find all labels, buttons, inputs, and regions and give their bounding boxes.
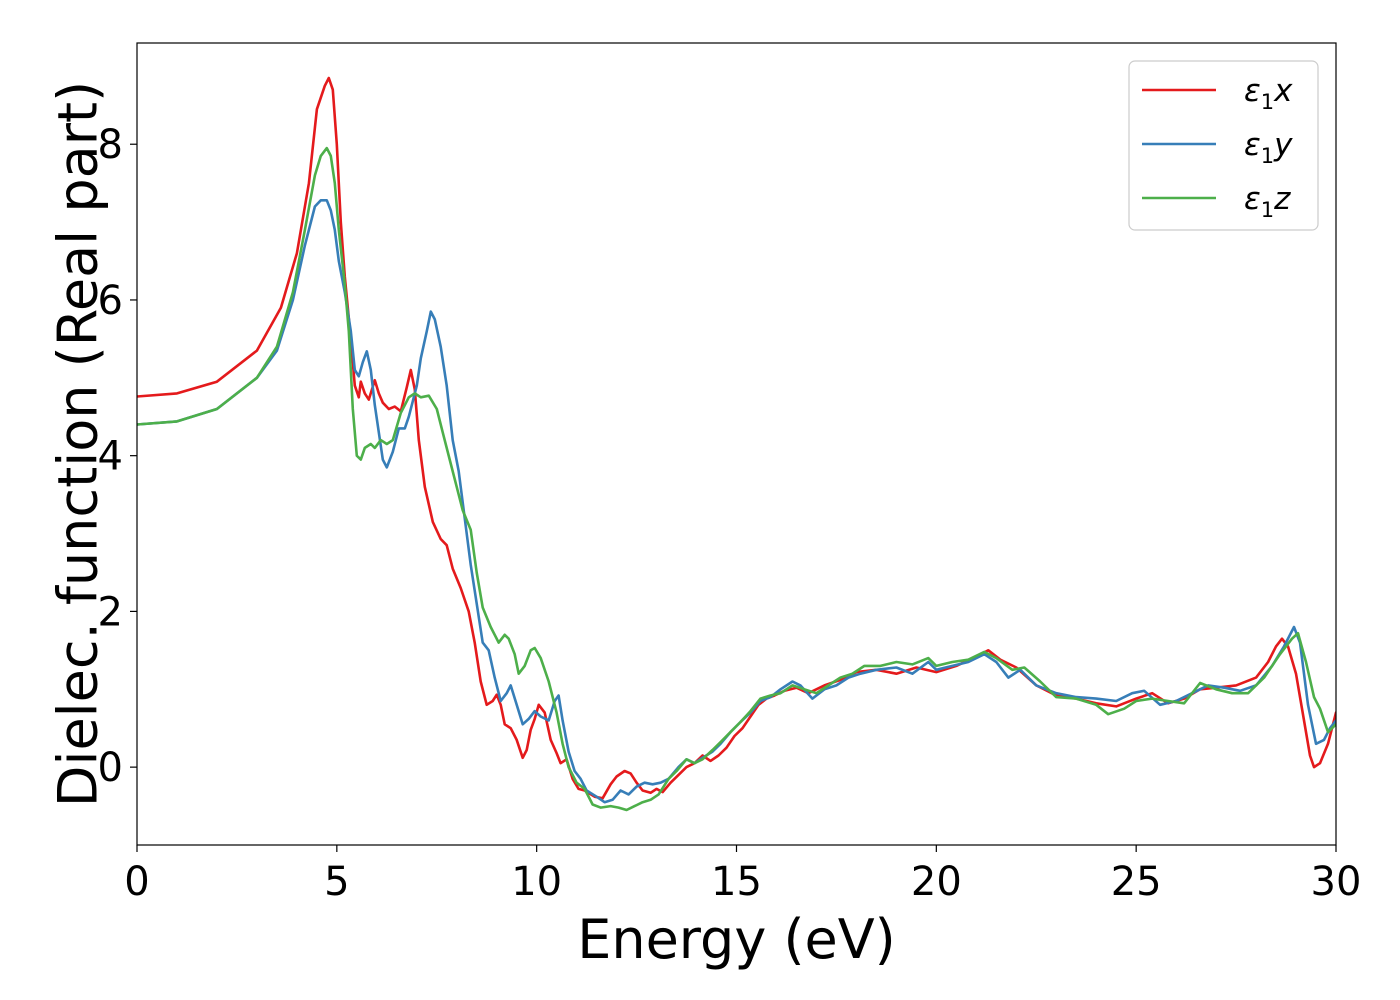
x-axis-ticks: 0 5 10 15 20 25 30 <box>124 845 1361 905</box>
legend-label-base: ε <box>1244 181 1261 217</box>
legend-label-2: ε1y <box>1244 127 1293 168</box>
legend-label-sub: 1 <box>1261 198 1274 222</box>
legend-label-sub: 1 <box>1261 90 1274 114</box>
y-tick-label: 8 <box>98 122 123 168</box>
x-tick-label: 5 <box>324 859 349 905</box>
x-tick-label: 30 <box>1311 859 1362 905</box>
legend-label-var: y <box>1273 127 1293 163</box>
legend-frame <box>1128 60 1319 231</box>
legend-label-var: x <box>1273 73 1293 109</box>
series-line-2 <box>137 199 1336 804</box>
x-tick-label: 15 <box>711 859 762 905</box>
x-tick-label: 20 <box>911 859 962 905</box>
x-tick-label: 10 <box>511 859 562 905</box>
x-tick-label: 25 <box>1111 859 1162 905</box>
y-axis-title: Dielec. function (Real part) <box>47 81 110 807</box>
x-tick-label: 0 <box>124 859 149 905</box>
legend-label-var: z <box>1273 181 1291 217</box>
y-tick-label: 2 <box>98 589 123 635</box>
y-tick-label: 4 <box>98 434 123 480</box>
legend-label-sub: 1 <box>1261 144 1274 168</box>
legend-label-base: ε <box>1244 73 1261 109</box>
y-tick-label: 6 <box>98 278 123 324</box>
legend-label-base: ε <box>1244 127 1261 163</box>
series-line-3 <box>137 146 1336 812</box>
series-layer <box>137 76 1336 812</box>
legend-label-1: ε1x <box>1244 73 1293 114</box>
y-tick-label: 0 <box>98 745 123 791</box>
x-axis-title: Energy (eV) <box>577 908 896 971</box>
legend-label-3: ε1z <box>1244 181 1291 222</box>
y-axis-ticks: 0 2 4 6 8 <box>98 122 137 791</box>
